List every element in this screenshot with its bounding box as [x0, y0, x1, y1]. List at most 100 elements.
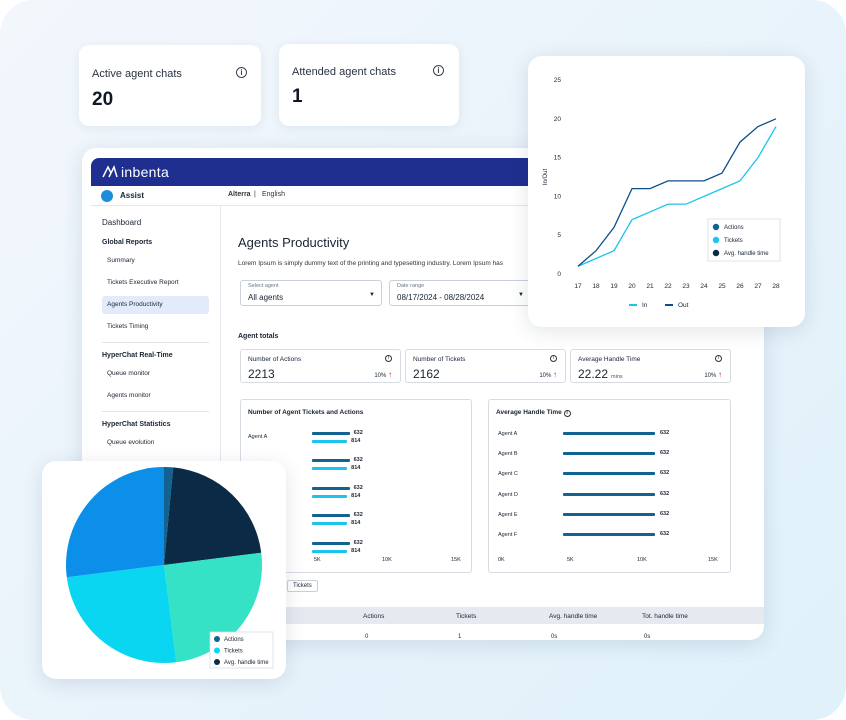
info-icon[interactable]: i: [385, 355, 392, 362]
metric-value: 2162: [413, 367, 440, 381]
bar-actions: [312, 542, 350, 545]
info-icon: i: [563, 410, 571, 417]
table-header-tot-handle-time[interactable]: Tot. handle time: [642, 613, 688, 620]
bar-actions: [312, 487, 350, 490]
kpi-card-active-agent-chats: Active agent chats i 20: [79, 45, 261, 126]
legend-dot: [712, 236, 720, 244]
y-tick-label: 5: [557, 232, 561, 239]
date-range-select[interactable]: Date range 08/17/2024 - 08/28/2024 ▼: [389, 280, 531, 306]
bar-value-label: 814: [351, 493, 361, 499]
bar-value-label: 632: [353, 457, 363, 463]
bar-handle-time: [563, 472, 655, 476]
x-tick-label: 25: [718, 283, 726, 290]
metric-card-handle-time: Average Handle Time i 22.22 mins 10% ↑: [570, 349, 731, 383]
sidebar-item-agents-productivity[interactable]: Agents Productivity: [107, 301, 163, 308]
sidebar-item-summary[interactable]: Summary: [107, 257, 135, 264]
sidebar-active-highlight: [102, 296, 209, 314]
arrow-up-icon: ↑: [718, 370, 722, 379]
pie-slice: [164, 552, 262, 663]
agent-select[interactable]: Select agent All agents ▼: [240, 280, 382, 306]
bar-actions: [312, 432, 350, 435]
bar-value-label: 632: [660, 450, 670, 457]
metric-label: Number of Tickets: [413, 356, 466, 363]
legend-label: Avg. handle time: [724, 251, 769, 257]
legend-dot: [214, 636, 220, 642]
bar-value-label: 814: [351, 548, 361, 554]
date-range-value: 08/17/2024 - 08/28/2024: [397, 293, 485, 302]
legend-label: Tickets: [724, 238, 743, 244]
bar-value-label: 632: [353, 430, 363, 436]
legend-label: Avg. handle time: [224, 660, 269, 666]
arrow-up-icon: ↑: [553, 370, 557, 379]
metric-change: 10% ↑: [374, 370, 392, 379]
bar-value-label: 632: [353, 485, 363, 491]
pie-slice: [66, 565, 177, 663]
x-tick-label: 19: [610, 283, 618, 290]
line-series-out: [577, 118, 777, 267]
bar-value-label: 632: [353, 512, 363, 518]
kpi-label: Attended agent chats: [292, 66, 396, 78]
info-icon[interactable]: i: [433, 65, 444, 76]
table-header-actions[interactable]: Actions: [363, 613, 385, 620]
sidebar-divider: [102, 411, 209, 412]
pie-slice: [66, 467, 164, 578]
date-range-label: Date range: [397, 283, 425, 289]
bar-value-label: 814: [351, 438, 361, 444]
sidebar-title[interactable]: Dashboard: [102, 218, 142, 227]
legend-dot: [214, 647, 220, 654]
brand-name: inbenta: [121, 164, 170, 180]
bar-actions: [312, 459, 350, 462]
table-header-tickets[interactable]: Tickets: [456, 613, 477, 620]
chart-card-handle-time: Average Handle Time i Agent A 632 Agent B 6…: [488, 399, 731, 573]
sidebar-item-agents-monitor[interactable]: Agents monitor: [107, 392, 151, 399]
bar-category-label: Agent E: [498, 511, 518, 518]
sidebar-item-tickets-executive-report[interactable]: Tickets Executive Report: [107, 279, 179, 286]
x-tick-label: 18: [592, 283, 600, 290]
sidebar-item-tickets-timing[interactable]: Tickets Timing: [107, 323, 149, 330]
bar-value-label: 632: [660, 490, 670, 497]
sidebar-section-hyperchat-real-time: HyperChat Real-Time: [102, 352, 173, 359]
table-header-avg-handle-time[interactable]: Avg. handle time: [549, 613, 598, 620]
bar-handle-time: [563, 533, 655, 536]
arrow-up-icon: ↑: [388, 370, 392, 379]
y-tick-label: 25: [554, 77, 562, 84]
agent-totals-label: Agent totals: [238, 333, 279, 340]
agent-select-label: Select agent: [248, 283, 279, 289]
info-icon[interactable]: i: [715, 355, 722, 362]
x-tick-label: 5K: [567, 557, 574, 563]
legend-chip-tickets[interactable]: Tickets: [287, 580, 318, 592]
line-chart-card: 0 5 10 15 20 25 17 18 19 20 21 22 23 24 25 26 27 28 In/Out…: [528, 56, 805, 327]
x-tick-label: 21: [646, 283, 654, 290]
bar-value-label: 632: [660, 531, 670, 537]
bar-handle-time: [563, 452, 655, 456]
bar-category-label: Agent A: [498, 431, 518, 437]
bar-category-label: Agent B: [498, 451, 518, 458]
bar-handle-time: [563, 432, 655, 435]
chevron-down-icon: ▼: [369, 292, 375, 298]
pie-legend: [209, 631, 274, 669]
metric-change: 10% ↑: [539, 370, 557, 379]
x-tick-label: 23: [682, 283, 690, 290]
pie-chart-card: Actions Tickets Avg. handle time: [42, 461, 286, 679]
info-icon[interactable]: i: [236, 67, 247, 78]
x-tick-label: 0K: [498, 557, 505, 563]
legend-label: In: [642, 302, 648, 309]
legend-label: Out: [678, 302, 689, 309]
metric-card-tickets: Number of Tickets i 2162 10% ↑: [405, 349, 566, 383]
language-name[interactable]: English: [262, 191, 285, 198]
sidebar-item-queue-evolution[interactable]: Queue evolution: [107, 439, 155, 446]
line-series-in: [577, 126, 777, 267]
legend-label: Tickets: [224, 649, 243, 655]
bar-category-label: Agent A: [248, 434, 268, 440]
page-title: Agents Productivity: [238, 235, 350, 250]
chevron-down-icon: ▼: [518, 292, 524, 298]
page-description: Lorem Ipsum is simply dummy text of the …: [238, 260, 504, 267]
bar-category-label: Agent D: [498, 491, 518, 498]
legend-dot: [712, 223, 720, 231]
sidebar-item-queue-monitor[interactable]: Queue monitor: [107, 370, 150, 377]
info-icon[interactable]: i: [550, 355, 557, 362]
instance-name[interactable]: Alterra: [228, 191, 251, 198]
metric-card-actions: Number of Actions i 2213 10% ↑: [240, 349, 401, 383]
x-tick-label: 20: [628, 283, 636, 290]
kpi-label: Active agent chats: [92, 68, 182, 80]
